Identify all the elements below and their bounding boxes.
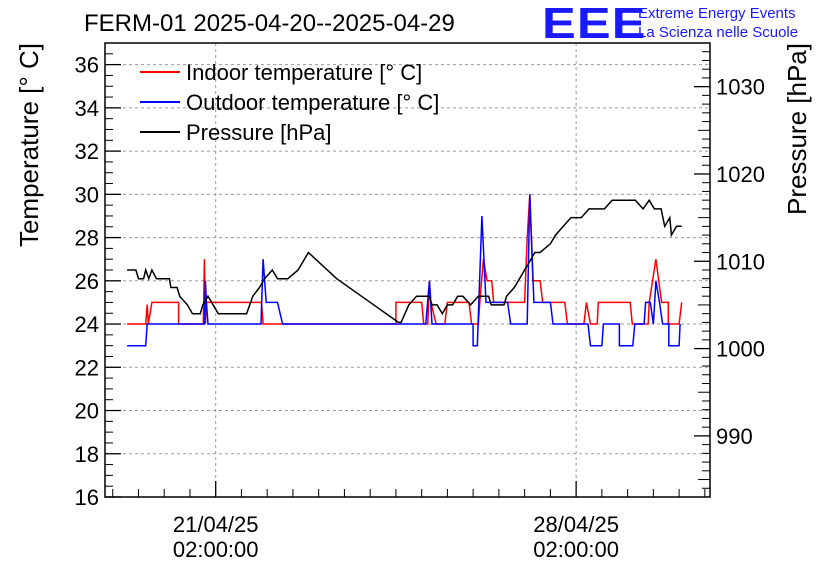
chart-title: FERM-01 2025-04-20--2025-04-29 <box>84 10 455 37</box>
x-tick-label-date: 21/04/25 <box>173 512 259 537</box>
series-line-2 <box>127 198 682 324</box>
series-line-0 <box>127 194 683 325</box>
data-series <box>127 194 683 347</box>
axes: 16 18 20 22 24 26 28 30 32 34 36 990 1000 1010 1020 103… <box>14 42 812 562</box>
y2-tick-label: 1020 <box>716 162 765 187</box>
y-tick-label: 22 <box>75 355 99 380</box>
y2-tick-label: 990 <box>716 424 753 449</box>
y-tick-label: 30 <box>75 182 99 207</box>
y-tick-label: 16 <box>75 485 99 510</box>
y-tick-label: 28 <box>75 226 99 251</box>
legend: Indoor temperature [° C] Outdoor temperat… <box>140 60 439 145</box>
y-tick-label: 32 <box>75 139 99 164</box>
y2-tick-label: 1000 <box>716 337 765 362</box>
series-line-1 <box>127 194 681 347</box>
y-tick-label: 34 <box>75 96 99 121</box>
legend-label-2: Pressure [hPa] <box>186 120 332 145</box>
org-line-1: Extreme Energy Events <box>638 5 796 22</box>
org-caption: Extreme Energy Events La Scienza nelle S… <box>638 4 798 42</box>
y2-tick-label: 1010 <box>716 249 765 274</box>
y-tick-label: 24 <box>75 312 99 337</box>
org-line-2: La Scienza nelle Scuole <box>638 24 799 41</box>
x-tick-label-time: 02:00:00 <box>173 537 259 562</box>
x-tick-label-date: 28/04/25 <box>533 512 619 537</box>
y2-axis-title: Pressure [hPa] <box>782 43 812 215</box>
grid-lines <box>105 43 710 497</box>
legend-label-0: Indoor temperature [° C] <box>186 60 422 85</box>
y-tick-label: 20 <box>75 399 99 424</box>
legend-label-1: Outdoor temperature [° C] <box>186 90 439 115</box>
eee-logo: EEE <box>542 0 647 48</box>
y-axis-title: Temperature [° C] <box>14 43 44 247</box>
y2-tick-label: 1030 <box>716 75 765 100</box>
x-tick-label-time: 02:00:00 <box>533 537 619 562</box>
y-tick-label: 18 <box>75 442 99 467</box>
y-tick-label: 26 <box>75 269 99 294</box>
y-tick-label: 36 <box>75 53 99 78</box>
